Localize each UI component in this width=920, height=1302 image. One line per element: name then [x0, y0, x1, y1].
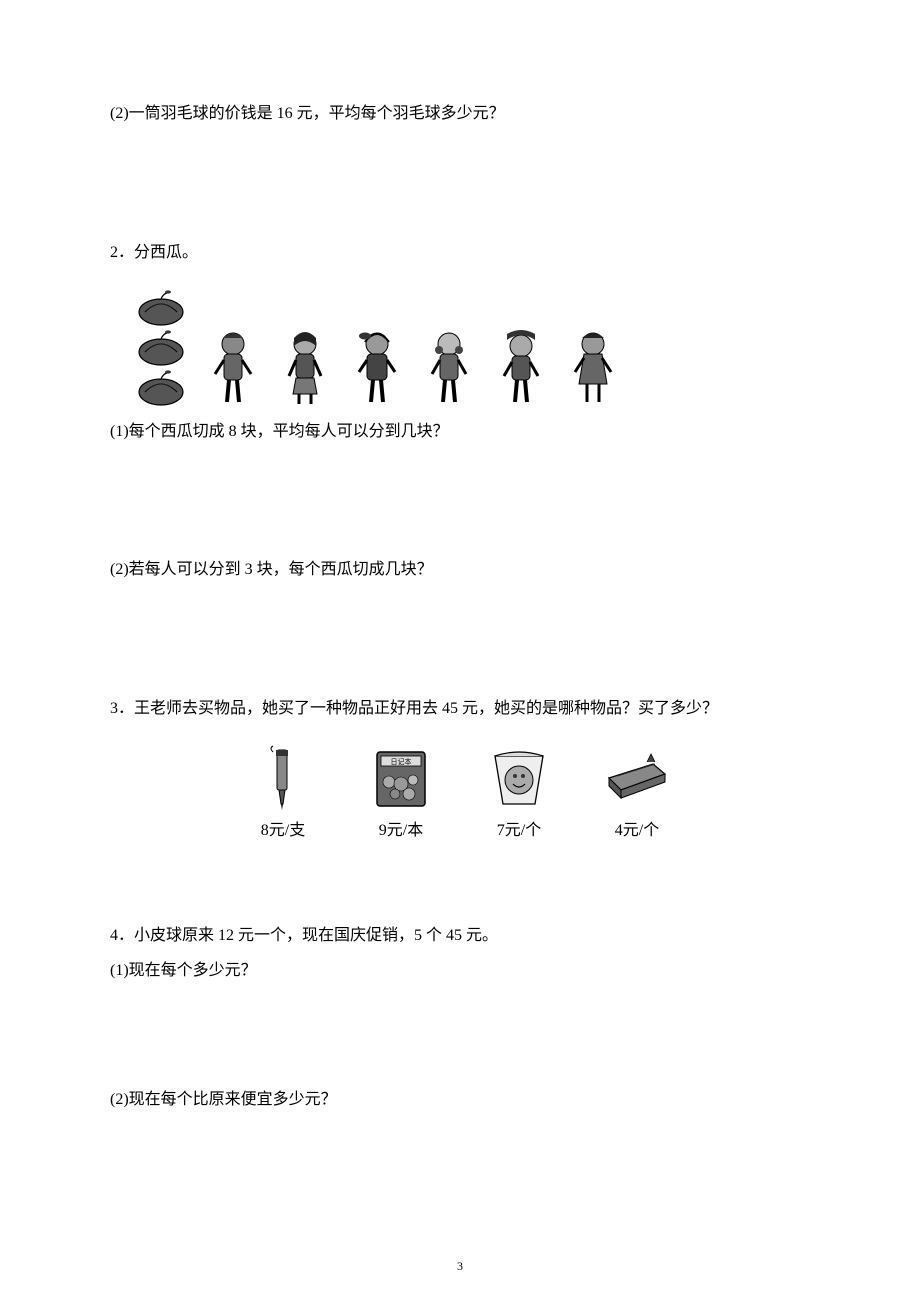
- notebook-icon: 日记本: [367, 744, 435, 812]
- question-2-2: (2)若每人可以分到 3 块，每个西瓜切成几块？: [110, 556, 810, 585]
- child-icon: [567, 328, 619, 406]
- child-icon: [423, 328, 475, 406]
- question-3: 3．王老师去买物品，她买了一种物品正好用去 45 元，她买的是哪种物品？买了多少…: [110, 695, 810, 724]
- price-label: 9元/本: [379, 816, 423, 840]
- watermelon-icon: [135, 368, 187, 406]
- child-icon: [495, 328, 547, 406]
- pencil-case-icon: [603, 744, 671, 812]
- svg-text:日记本: 日记本: [391, 757, 412, 766]
- question-4-2: (2)现在每个比原来便宜多少元？: [110, 1086, 810, 1115]
- question-2-1: (1)每个西瓜切成 8 块，平均每人可以分到几块？: [110, 418, 810, 447]
- price-label: 4元/个: [615, 816, 659, 840]
- price-label: 7元/个: [497, 816, 541, 840]
- child-icon: [207, 328, 259, 406]
- question-4-title: 4．小皮球原来 12 元一个，现在国庆促销，5 个 45 元。: [110, 922, 810, 951]
- watermelon-icon: [135, 288, 187, 326]
- page-number: 3: [0, 1259, 920, 1274]
- question-2-title: 2．分西瓜。: [110, 239, 810, 268]
- price-label: 8元/支: [261, 816, 305, 840]
- watermelon-icon: [135, 328, 187, 366]
- ball-icon: [485, 744, 553, 812]
- question-1-2: (2)一筒羽毛球的价钱是 16 元，平均每个羽毛球多少元？: [110, 100, 810, 129]
- child-icon: [279, 328, 331, 406]
- child-icon: [351, 328, 403, 406]
- question-4-1: (1)现在每个多少元？: [110, 957, 810, 986]
- items-illustration: 8元/支 日记本 9元/本 7元/个 4元/个: [110, 744, 810, 840]
- watermelon-illustration: [135, 288, 810, 406]
- pen-icon: [249, 744, 317, 812]
